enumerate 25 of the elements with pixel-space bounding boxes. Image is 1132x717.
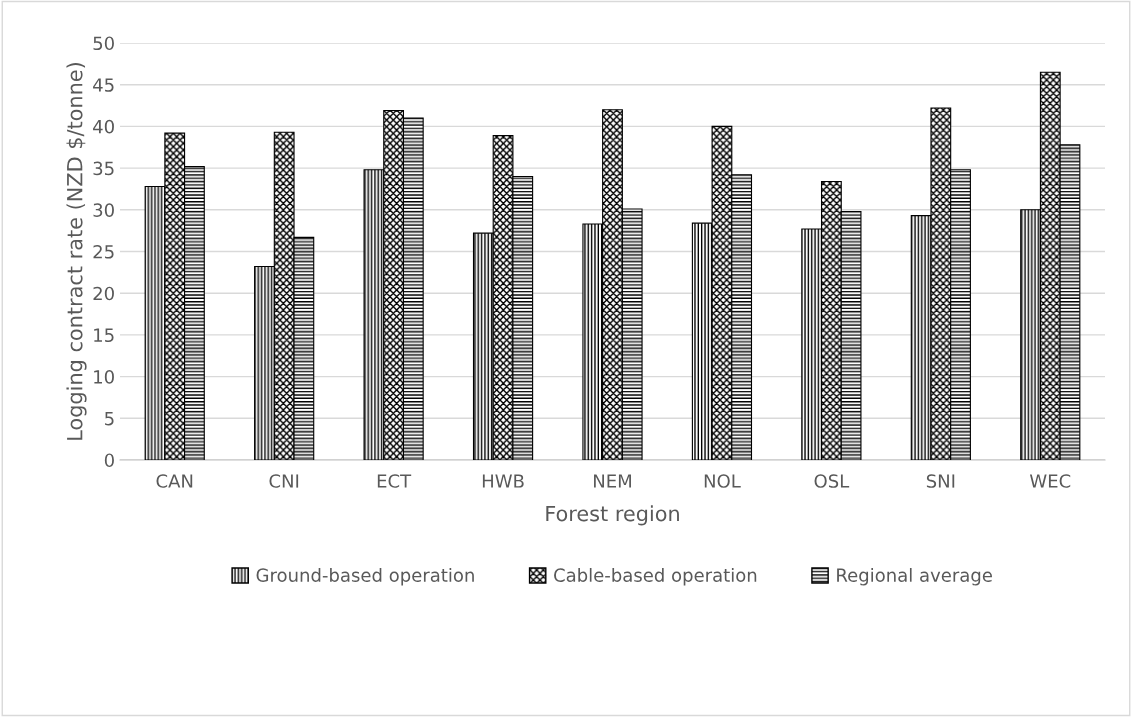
y-tick-label: 10 xyxy=(94,370,114,384)
y-tick-label: 25 xyxy=(93,244,114,259)
x-tick-label: HWB xyxy=(482,474,524,488)
x-tick-label: OSL xyxy=(814,474,850,488)
x-tick-label: SNI xyxy=(926,474,955,488)
y-tick-label: 0 xyxy=(104,453,114,468)
x-tick-label: ECT xyxy=(377,474,412,488)
y-tick-label: 30 xyxy=(93,203,114,217)
y-tick-label: 15 xyxy=(94,328,114,343)
legend-label: Regional average xyxy=(837,567,992,586)
y-tick-label: 40 xyxy=(93,119,114,134)
legend-label: Cable-based operation xyxy=(554,567,757,586)
x-tick-label: NEM xyxy=(594,474,631,488)
y-tick-label: 45 xyxy=(93,78,114,92)
y-tick-label: 50 xyxy=(93,36,114,51)
x-tick-label: WEC xyxy=(1029,474,1071,488)
legend-label: Ground-based operation xyxy=(256,567,474,586)
x-tick-label: CNI xyxy=(269,474,299,488)
x-tick-label: NOL xyxy=(704,474,741,488)
y-tick-label: 5 xyxy=(105,412,114,426)
y-tick-label: 35 xyxy=(93,161,114,176)
x-axis-title: Forest region xyxy=(546,505,679,526)
y-axis-title: Logging contract rate (NZD $/tonne) xyxy=(66,63,87,440)
x-tick-label: CAN xyxy=(156,474,193,488)
y-tick-label: 20 xyxy=(93,286,114,301)
